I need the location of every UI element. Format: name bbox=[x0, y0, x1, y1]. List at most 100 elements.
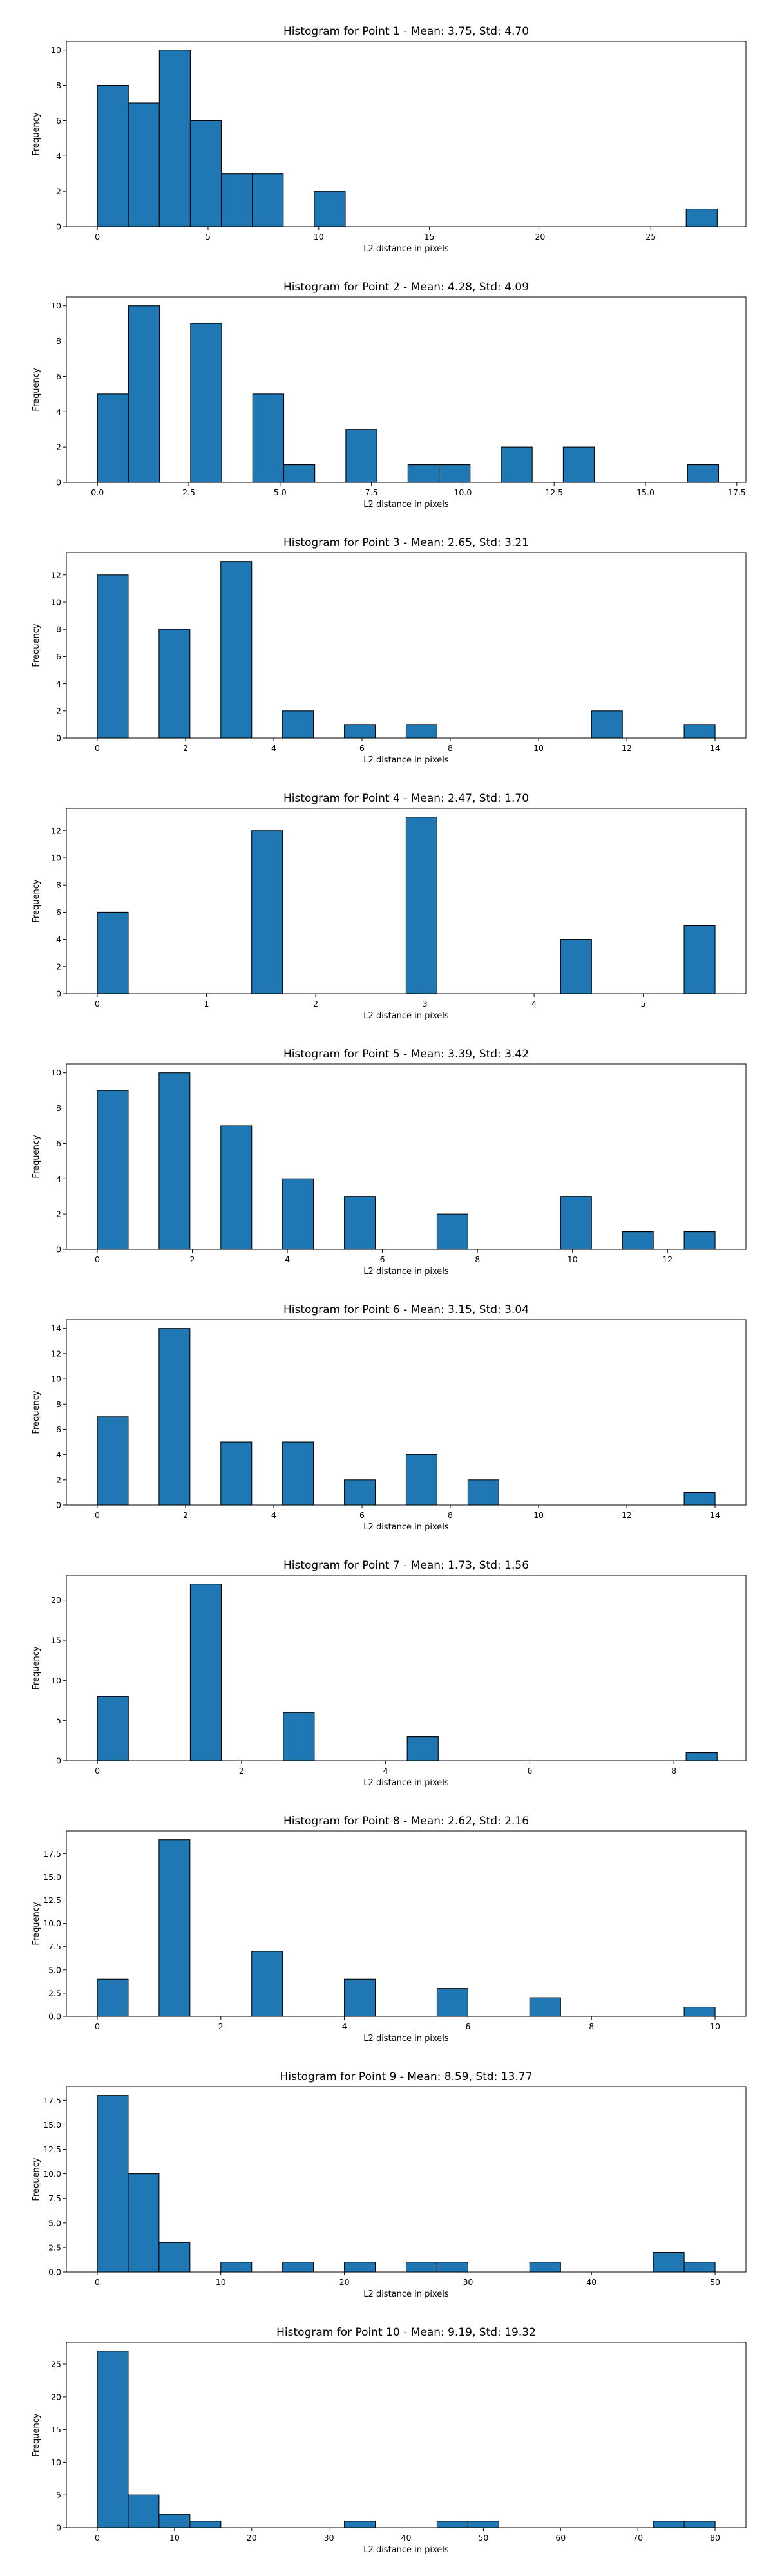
y-tick-label: 15 bbox=[51, 1635, 61, 1645]
y-tick-label: 4 bbox=[56, 151, 61, 161]
y-tick-label: 15.0 bbox=[43, 2120, 61, 2130]
axes-frame bbox=[66, 1063, 747, 1250]
y-tick-label: 10.0 bbox=[43, 2169, 61, 2179]
chart-title: Histogram for Point 10 - Mean: 9.19, Std… bbox=[276, 2326, 536, 2339]
x-tick-label: 0 bbox=[95, 232, 100, 242]
x-axis-label: L2 distance in pixels bbox=[363, 1011, 449, 1021]
y-tick-label: 25 bbox=[51, 2360, 61, 2369]
histogram-panel-9: Histogram for Point 9 - Mean: 8.59, Std:… bbox=[32, 2070, 747, 2299]
y-tick-label: 0 bbox=[56, 1756, 61, 1766]
histogram-panel-5: Histogram for Point 5 - Mean: 3.39, Std:… bbox=[32, 1048, 747, 1276]
x-tick-label: 6 bbox=[380, 1255, 385, 1264]
histogram-bar bbox=[97, 1090, 129, 1250]
histogram-bar bbox=[683, 2262, 716, 2273]
x-tick-label: 8 bbox=[448, 743, 453, 753]
axes-frame bbox=[66, 296, 747, 483]
histogram-bar bbox=[189, 2521, 222, 2528]
y-axis-label: Frequency bbox=[32, 623, 41, 667]
x-tick-label: 8 bbox=[671, 1766, 676, 1776]
x-tick-label: 14 bbox=[710, 1510, 720, 1520]
y-tick-label: 17.5 bbox=[43, 1849, 61, 1859]
y-tick-label: 8 bbox=[56, 1399, 61, 1409]
histogram-bar bbox=[436, 2521, 468, 2528]
y-tick-label: 6 bbox=[56, 907, 61, 917]
axes-frame bbox=[66, 2086, 747, 2273]
histogram-panel-6: Histogram for Point 6 - Mean: 3.15, Std:… bbox=[32, 1303, 747, 1532]
y-tick-label: 2 bbox=[56, 1209, 61, 1219]
y-tick-label: 15 bbox=[51, 2425, 61, 2434]
y-tick-label: 12 bbox=[51, 570, 61, 580]
histogram-bar bbox=[436, 1988, 468, 2017]
histogram-bar bbox=[97, 1416, 129, 1506]
histogram-bar bbox=[685, 209, 718, 227]
histogram-bar bbox=[438, 464, 471, 483]
y-tick-label: 0 bbox=[56, 222, 61, 232]
y-tick-label: 8 bbox=[56, 336, 61, 346]
histogram-bar bbox=[97, 574, 129, 739]
x-tick-label: 2 bbox=[183, 743, 188, 753]
y-tick-label: 0 bbox=[56, 989, 61, 999]
y-tick-label: 4 bbox=[56, 1174, 61, 1184]
x-tick-label: 2 bbox=[183, 1510, 188, 1520]
y-tick-label: 10 bbox=[51, 598, 61, 607]
histogram-bar bbox=[344, 1479, 376, 1506]
histogram-bar bbox=[683, 724, 716, 739]
histogram-bar bbox=[683, 2007, 716, 2017]
histogram-panel-1: Histogram for Point 1 - Mean: 3.75, Std:… bbox=[32, 25, 747, 254]
x-tick-label: 70 bbox=[633, 2533, 643, 2543]
x-tick-label: 12.5 bbox=[545, 488, 563, 497]
histogram-bar bbox=[653, 2251, 685, 2273]
y-tick-label: 0 bbox=[56, 2523, 61, 2533]
x-tick-label: 40 bbox=[401, 2533, 412, 2543]
histogram-bar bbox=[529, 2262, 561, 2273]
histogram-bar bbox=[220, 2262, 253, 2273]
x-tick-label: 10 bbox=[710, 2022, 720, 2031]
y-tick-label: 0.0 bbox=[48, 2012, 61, 2022]
x-tick-label: 14 bbox=[710, 743, 720, 753]
y-tick-label: 6 bbox=[56, 372, 61, 381]
histogram-bar bbox=[220, 561, 253, 739]
y-tick-label: 7.5 bbox=[48, 2193, 61, 2203]
histogram-bar bbox=[653, 2521, 685, 2528]
chart-title: Histogram for Point 2 - Mean: 4.28, Std:… bbox=[283, 281, 529, 294]
y-tick-label: 2.5 bbox=[48, 1988, 61, 1998]
y-tick-label: 2 bbox=[56, 961, 61, 971]
chart-title: Histogram for Point 6 - Mean: 3.15, Std:… bbox=[283, 1303, 529, 1316]
y-tick-label: 17.5 bbox=[43, 2096, 61, 2105]
x-tick-label: 3 bbox=[423, 999, 428, 1009]
histogram-bar bbox=[283, 1712, 315, 1761]
histogram-bar bbox=[562, 446, 595, 483]
chart-title: Histogram for Point 8 - Mean: 2.62, Std:… bbox=[283, 1815, 529, 1828]
histogram-bar bbox=[252, 173, 284, 227]
histogram-bar bbox=[158, 1328, 191, 1506]
histogram-bar bbox=[405, 1454, 438, 1506]
x-axis-label: L2 distance in pixels bbox=[363, 1778, 449, 1788]
x-tick-label: 2 bbox=[218, 2022, 224, 2031]
y-tick-label: 0 bbox=[56, 1245, 61, 1255]
histogram-bar bbox=[344, 1196, 376, 1250]
histogram-bar bbox=[467, 2521, 499, 2528]
histogram-panel-7: Histogram for Point 7 - Mean: 1.73, Std:… bbox=[32, 1559, 747, 1788]
x-axis-label: L2 distance in pixels bbox=[363, 2289, 449, 2299]
histogram-bar bbox=[158, 2514, 191, 2528]
histogram-bar bbox=[560, 939, 592, 994]
x-tick-label: 12 bbox=[662, 1255, 673, 1264]
y-tick-label: 10 bbox=[51, 1374, 61, 1384]
histogram-bar bbox=[529, 1997, 561, 2017]
histogram-bar bbox=[501, 446, 533, 483]
histogram-bar bbox=[405, 2262, 438, 2273]
x-tick-label: 10 bbox=[169, 2533, 180, 2543]
y-tick-label: 10 bbox=[51, 1676, 61, 1685]
histogram-bar bbox=[97, 2095, 129, 2273]
x-tick-label: 2 bbox=[190, 1255, 195, 1264]
x-axis-label: L2 distance in pixels bbox=[363, 500, 449, 509]
histogram-bar bbox=[128, 305, 160, 483]
x-axis-label: L2 distance in pixels bbox=[363, 2545, 449, 2555]
histogram-bar bbox=[344, 2521, 376, 2528]
x-tick-label: 50 bbox=[710, 2277, 720, 2287]
x-tick-label: 15.0 bbox=[636, 488, 654, 497]
x-tick-label: 20 bbox=[247, 2533, 257, 2543]
y-tick-label: 12 bbox=[51, 826, 61, 835]
x-tick-label: 5 bbox=[205, 232, 211, 242]
x-tick-label: 1 bbox=[204, 999, 209, 1009]
